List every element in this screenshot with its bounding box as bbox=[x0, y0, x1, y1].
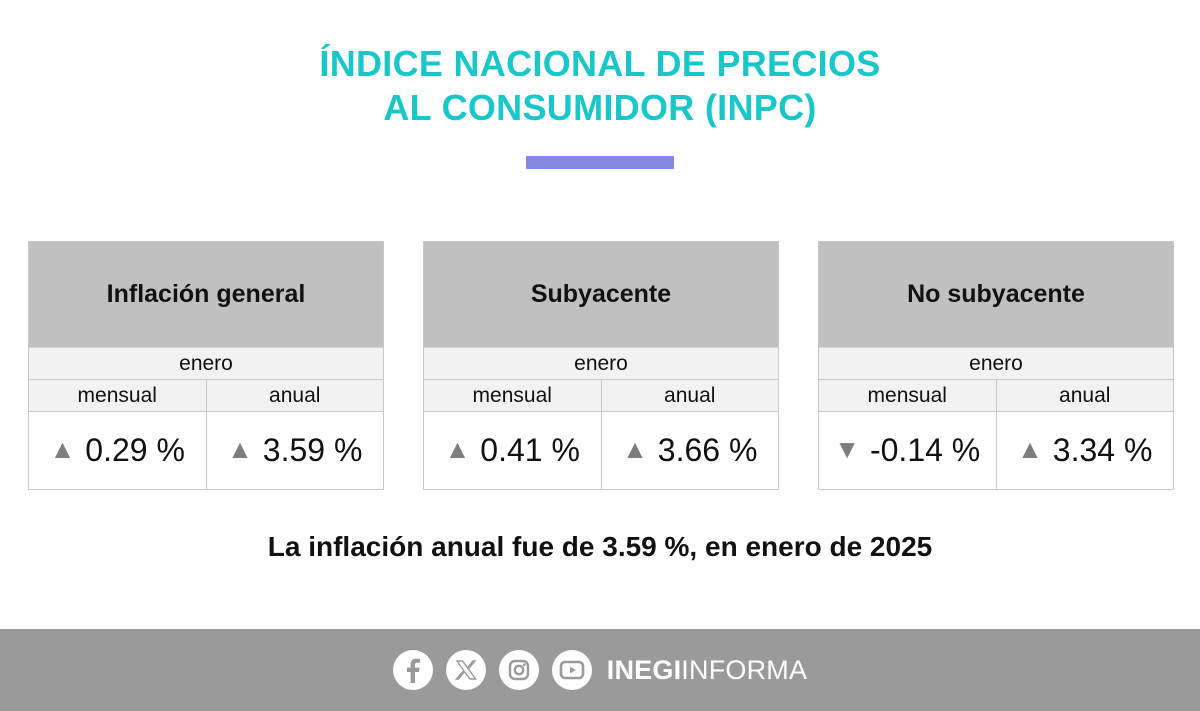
monthly-value: 0.29 % bbox=[85, 432, 185, 468]
card-inflacion-general: Inflación general enero mensual anual ▲ … bbox=[28, 241, 384, 490]
title-divider bbox=[526, 156, 674, 169]
summary-text: La inflación anual fue de 3.59 %, en ene… bbox=[267, 531, 933, 562]
card-period: enero bbox=[819, 348, 1173, 380]
page-title: ÍNDICE NACIONAL DE PRECIOS AL CONSUMIDOR… bbox=[0, 42, 1200, 130]
arrow-up-icon: ▲ bbox=[1017, 434, 1043, 464]
arrow-up-icon: ▲ bbox=[622, 434, 648, 464]
facebook-icon[interactable] bbox=[392, 650, 433, 690]
instagram-icon[interactable] bbox=[498, 650, 539, 690]
card-period: enero bbox=[424, 348, 778, 380]
annual-value: 3.59 % bbox=[262, 432, 363, 468]
arrow-down-icon: ▼ bbox=[834, 434, 860, 464]
footer-bar: INEGIINFORMA bbox=[0, 629, 1200, 711]
arrow-up-icon: ▲ bbox=[444, 434, 471, 464]
card-title: Inflación general bbox=[29, 242, 383, 348]
col-annual-label: anual bbox=[1059, 384, 1111, 407]
card-period: enero bbox=[29, 348, 383, 380]
col-annual-label: anual bbox=[664, 384, 716, 407]
inegi-informa-logo: INEGIINFORMA bbox=[607, 655, 807, 686]
card-title: Subyacente bbox=[424, 242, 778, 348]
annual-value-cell: ▲ 3.66 % bbox=[602, 412, 779, 489]
monthly-value: -0.14 % bbox=[869, 432, 981, 468]
card-no-subyacente: No subyacente enero mensual anual ▼ -0.1… bbox=[818, 241, 1174, 490]
annual-value-cell: ▲ 3.59 % bbox=[207, 412, 384, 489]
card-title: No subyacente bbox=[819, 242, 1173, 348]
monthly-value: 0.41 % bbox=[480, 432, 580, 468]
annual-value: 3.34 % bbox=[1052, 432, 1153, 468]
brand-bold: INEGI bbox=[606, 654, 682, 685]
title-line-2: AL CONSUMIDOR (INPC) bbox=[383, 87, 817, 128]
monthly-value-cell: ▼ -0.14 % bbox=[819, 412, 997, 489]
x-icon[interactable] bbox=[445, 650, 486, 690]
monthly-value-cell: ▲ 0.41 % bbox=[424, 412, 602, 489]
brand-light: INFORMA bbox=[681, 654, 808, 685]
col-monthly-label: mensual bbox=[29, 380, 207, 411]
card-subyacente: Subyacente enero mensual anual ▲ 0.41 % … bbox=[423, 241, 779, 490]
col-monthly-label: mensual bbox=[424, 380, 602, 411]
title-line-1: ÍNDICE NACIONAL DE PRECIOS bbox=[319, 43, 881, 84]
arrow-up-icon: ▲ bbox=[49, 434, 76, 464]
annual-value-cell: ▲ 3.34 % bbox=[997, 412, 1174, 489]
col-annual-label: anual bbox=[269, 384, 321, 407]
monthly-value-cell: ▲ 0.29 % bbox=[29, 412, 207, 489]
col-monthly-label: mensual bbox=[819, 380, 997, 411]
annual-value: 3.66 % bbox=[657, 432, 758, 468]
youtube-icon[interactable] bbox=[551, 650, 592, 690]
arrow-up-icon: ▲ bbox=[227, 434, 253, 464]
